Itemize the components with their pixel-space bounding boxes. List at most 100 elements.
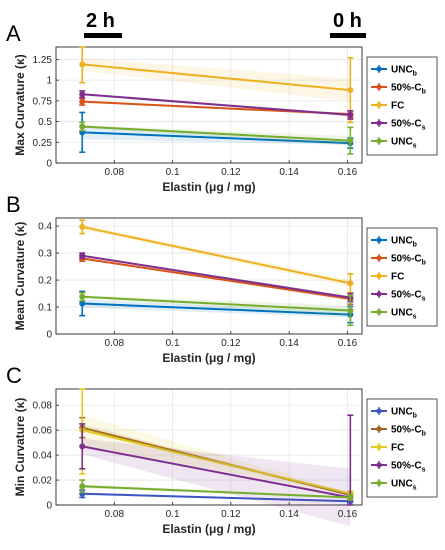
legend-entry: 50%-Cb — [371, 83, 426, 96]
x-tick-label: 0.1 — [166, 338, 180, 349]
y-tick-label: 0.1 — [38, 303, 52, 314]
legend-label-subscript: s — [413, 314, 417, 321]
legend-swatch-marker — [376, 120, 382, 126]
y-tick-label: 0.02 — [33, 476, 53, 487]
legend-entry: 50%-Cs — [371, 290, 426, 303]
legend-label-subscript: s — [422, 125, 426, 132]
legend-label: 50%-Cb — [391, 425, 426, 438]
series-line — [82, 125, 351, 142]
series-band — [82, 438, 351, 527]
series-line — [82, 295, 351, 312]
series-band — [82, 414, 351, 495]
legend-entry: FC — [371, 101, 404, 112]
x-tick-label: 0.12 — [221, 167, 241, 178]
legend-label: 50%-Cb — [391, 83, 426, 96]
legend-label-subscript: b — [422, 431, 426, 438]
x-tick-label: 0.14 — [279, 167, 299, 178]
legend-swatch-marker — [376, 408, 382, 414]
legend-label-subscript: b — [413, 413, 417, 420]
legend-swatch-marker — [376, 444, 382, 450]
data-point — [79, 293, 86, 300]
data-point — [347, 280, 354, 287]
data-point — [79, 98, 86, 105]
legend-entry: UNCb — [371, 65, 417, 78]
x-tick-label: 0.12 — [221, 338, 241, 349]
y-axis-label: Max Curvature (κ) — [13, 54, 27, 155]
legend-label-subscript: b — [422, 89, 426, 96]
y-axis-label: Min Curvature (κ) — [13, 398, 27, 497]
time-indicator-right: 0 h — [330, 10, 366, 38]
series-fc — [79, 219, 354, 294]
legend-label-main: 50%-C — [391, 119, 422, 130]
legend-swatch-marker — [376, 480, 382, 486]
legend-label-main: UNC — [391, 65, 413, 76]
time-label-right: 0 h — [333, 10, 362, 32]
data-point — [347, 307, 354, 314]
time-indicator-left: 2 h — [84, 10, 122, 38]
panel-letter: C — [6, 363, 22, 388]
series-50cs — [79, 414, 354, 527]
legend-label: FC — [391, 101, 404, 112]
legend-label-main: FC — [391, 101, 404, 112]
data-point — [79, 123, 86, 130]
legend-label-subscript: b — [422, 260, 426, 267]
legend-label: 50%-Cs — [391, 461, 426, 474]
legend-label: FC — [391, 443, 404, 454]
legend-entry: 50%-Cs — [371, 461, 426, 474]
legend-swatch-marker — [376, 291, 382, 297]
legend-label-subscript: b — [413, 71, 417, 78]
axes-box — [55, 46, 363, 164]
legend-swatch-marker — [376, 84, 382, 90]
y-tick-label: 0 — [46, 330, 52, 341]
x-tick-label: 0.16 — [338, 167, 358, 178]
legend-entry: UNCs — [371, 479, 417, 492]
legend-swatch-marker — [376, 273, 382, 279]
legend-entry: 50%-Cb — [371, 254, 426, 267]
legend-label-main: UNC — [391, 137, 413, 148]
data-point — [347, 494, 354, 501]
series-uncs — [79, 291, 354, 327]
data-point — [79, 483, 86, 490]
series-line — [82, 492, 351, 503]
y-tick-label: 0.3 — [38, 249, 52, 260]
chart-panel-a: A 0.08 0.1 0.12 0.14 0.16 0 0.25 0.5 0.75 1 1.25 Ela… — [6, 21, 438, 194]
legend-label-subscript: s — [422, 296, 426, 303]
legend-label-main: 50%-C — [391, 425, 422, 436]
series-line — [82, 63, 351, 92]
y-tick-label: 0.08 — [33, 401, 53, 412]
legend-label: UNCs — [391, 137, 417, 150]
data-point — [79, 300, 86, 307]
panel-letter: B — [6, 192, 21, 217]
series-band — [82, 58, 351, 102]
legend-entry: UNCs — [371, 308, 417, 321]
legend-swatch-marker — [376, 66, 382, 72]
y-tick-label: 0 — [46, 159, 52, 170]
data-point — [79, 61, 86, 68]
y-tick-label: 0.06 — [33, 426, 53, 437]
series-line — [82, 445, 351, 499]
legend-label-main: FC — [391, 272, 404, 283]
legend-label-main: 50%-C — [391, 290, 422, 301]
x-tick-label: 0.14 — [279, 509, 299, 520]
legend-label-main: 50%-C — [391, 254, 422, 265]
series-50cs — [79, 90, 354, 120]
y-tick-label: 0.25 — [33, 138, 53, 149]
y-tick-label: 0.5 — [38, 117, 52, 128]
data-point — [347, 137, 354, 144]
series-line — [82, 485, 351, 499]
series-line — [82, 131, 351, 145]
legend-label-main: 50%-C — [391, 83, 422, 94]
time-label-left: 2 h — [86, 10, 115, 32]
legend-label-main: UNC — [391, 407, 413, 418]
x-tick-label: 0.08 — [105, 509, 125, 520]
legend-label: 50%-Cb — [391, 254, 426, 267]
series-fc — [79, 46, 354, 124]
legend-label: UNCb — [391, 65, 417, 78]
series-line — [82, 225, 351, 285]
legend-swatch-marker — [376, 102, 382, 108]
x-axis-label: Elastin (μg / mg) — [162, 180, 255, 194]
x-axis-label: Elastin (μg / mg) — [162, 351, 255, 365]
y-axis-label: Mean Curvature (κ) — [13, 222, 27, 331]
